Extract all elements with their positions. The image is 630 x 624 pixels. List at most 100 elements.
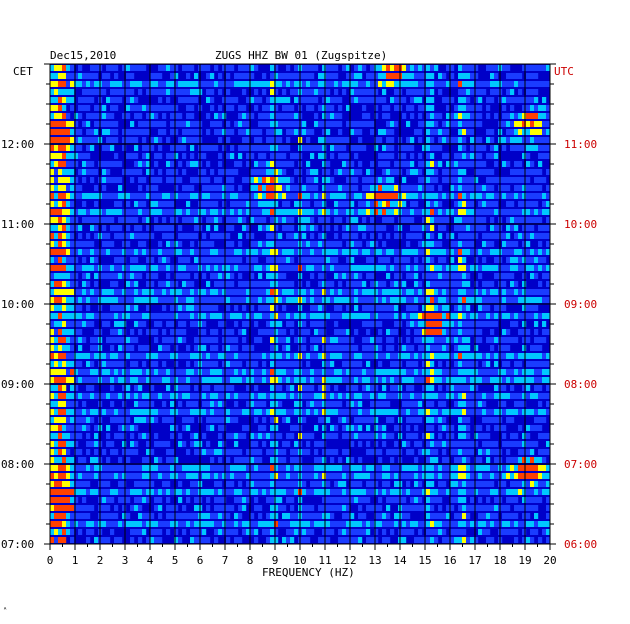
heatmap-cell xyxy=(538,161,543,167)
heatmap-cell xyxy=(194,433,199,439)
heatmap-cell xyxy=(158,241,163,247)
heatmap-cell xyxy=(506,73,511,79)
heatmap-cell xyxy=(138,129,143,135)
heatmap-cell xyxy=(466,281,471,287)
heatmap-cell xyxy=(142,161,147,167)
heatmap-cell xyxy=(342,345,347,351)
heatmap-cell xyxy=(230,241,235,247)
heatmap-cell xyxy=(130,209,135,215)
heatmap-cell xyxy=(370,337,375,343)
heatmap-cell xyxy=(170,225,175,231)
heatmap-cell xyxy=(242,105,247,111)
heatmap-cell xyxy=(390,449,395,455)
heatmap-cell xyxy=(278,353,283,359)
heatmap-cell xyxy=(470,465,475,471)
heatmap-cell xyxy=(490,393,495,399)
heatmap-cell xyxy=(194,249,199,255)
heatmap-cell xyxy=(538,121,543,127)
heatmap-cell xyxy=(122,409,127,415)
heatmap-cell xyxy=(146,345,151,351)
heatmap-cell xyxy=(418,329,423,335)
heatmap-cell xyxy=(458,281,463,287)
heatmap-cell xyxy=(290,329,295,335)
heatmap-cell xyxy=(62,337,67,343)
heatmap-cell xyxy=(350,433,355,439)
heatmap-cell xyxy=(110,441,115,447)
heatmap-cell xyxy=(322,249,327,255)
heatmap-cell xyxy=(338,209,343,215)
heatmap-cell xyxy=(462,233,467,239)
heatmap-cell xyxy=(526,449,531,455)
heatmap-cell xyxy=(258,129,263,135)
heatmap-cell xyxy=(414,377,419,383)
heatmap-cell xyxy=(86,233,91,239)
heatmap-cell xyxy=(378,225,383,231)
heatmap-cell xyxy=(354,241,359,247)
heatmap-cell xyxy=(426,129,431,135)
heatmap-cell xyxy=(526,433,531,439)
heatmap-cell xyxy=(474,345,479,351)
heatmap-cell xyxy=(374,137,379,143)
heatmap-cell xyxy=(250,241,255,247)
heatmap-cell xyxy=(454,137,459,143)
heatmap-cell xyxy=(314,313,319,319)
heatmap-cell xyxy=(534,209,539,215)
heatmap-cell xyxy=(466,185,471,191)
heatmap-cell xyxy=(190,313,195,319)
heatmap-cell xyxy=(422,249,427,255)
heatmap-cell xyxy=(54,345,59,351)
heatmap-cell xyxy=(146,305,151,311)
heatmap-cell xyxy=(234,73,239,79)
heatmap-cell xyxy=(146,121,151,127)
heatmap-cell xyxy=(422,465,427,471)
heatmap-cell xyxy=(58,241,63,247)
heatmap-cell xyxy=(502,369,507,375)
heatmap-cell xyxy=(310,153,315,159)
heatmap-cell xyxy=(278,217,283,223)
heatmap-cell xyxy=(326,81,331,87)
heatmap-cell xyxy=(230,201,235,207)
heatmap-cell xyxy=(166,321,171,327)
heatmap-cell xyxy=(278,329,283,335)
heatmap-cell xyxy=(486,265,491,271)
heatmap-cell xyxy=(506,193,511,199)
heatmap-cell xyxy=(322,81,327,87)
heatmap-cell xyxy=(306,313,311,319)
heatmap-cell xyxy=(114,361,119,367)
heatmap-cell xyxy=(250,361,255,367)
heatmap-cell xyxy=(478,161,483,167)
heatmap-cell xyxy=(546,65,551,71)
heatmap-cell xyxy=(106,457,111,463)
heatmap-cell xyxy=(510,369,515,375)
heatmap-cell xyxy=(178,273,183,279)
heatmap-cell xyxy=(102,369,107,375)
heatmap-cell xyxy=(210,169,215,175)
heatmap-cell xyxy=(358,121,363,127)
heatmap-cell xyxy=(334,233,339,239)
heatmap-cell xyxy=(226,225,231,231)
heatmap-cell xyxy=(162,305,167,311)
heatmap-cell xyxy=(122,241,127,247)
heatmap-cell xyxy=(86,145,91,151)
heatmap-cell xyxy=(66,329,71,335)
heatmap-cell xyxy=(134,321,139,327)
heatmap-cell xyxy=(302,289,307,295)
heatmap-cell xyxy=(366,313,371,319)
heatmap-cell xyxy=(54,377,59,383)
heatmap-cell xyxy=(470,385,475,391)
heatmap-cell xyxy=(278,369,283,375)
heatmap-cell xyxy=(70,145,75,151)
heatmap-cell xyxy=(82,121,87,127)
heatmap-cell xyxy=(450,369,455,375)
heatmap-cell xyxy=(122,377,127,383)
heatmap-cell xyxy=(186,449,191,455)
heatmap-cell xyxy=(250,441,255,447)
heatmap-cell xyxy=(82,369,87,375)
heatmap-cell xyxy=(494,393,499,399)
heatmap-cell xyxy=(282,409,287,415)
heatmap-cell xyxy=(186,305,191,311)
heatmap-cell xyxy=(222,425,227,431)
heatmap-cell xyxy=(74,369,79,375)
heatmap-cell xyxy=(490,449,495,455)
heatmap-cell xyxy=(142,289,147,295)
